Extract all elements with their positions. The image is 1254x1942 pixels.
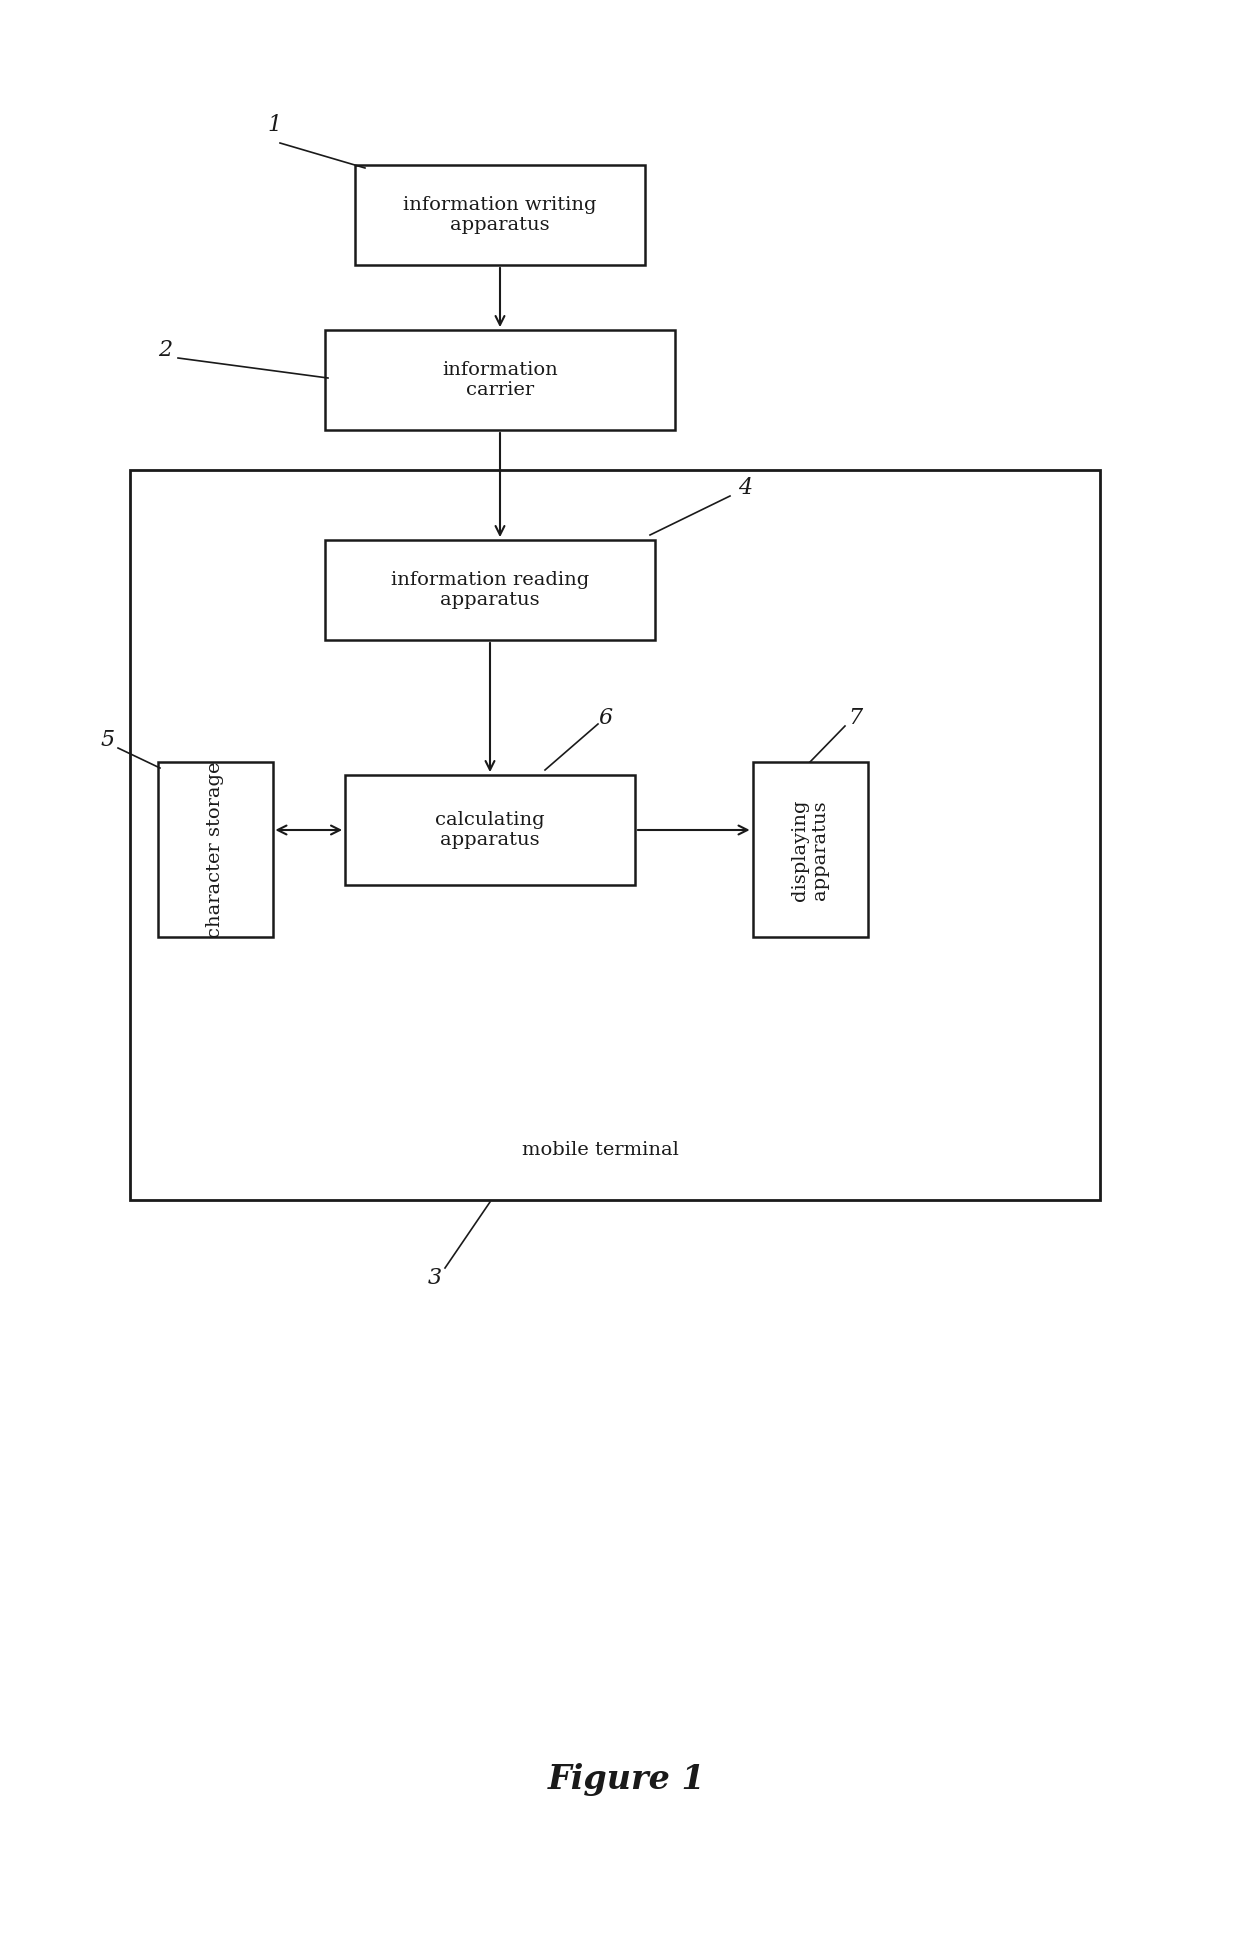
Text: 2: 2 — [158, 340, 172, 361]
Bar — [325, 540, 655, 641]
Text: 6: 6 — [598, 707, 612, 728]
Bar — [752, 763, 868, 938]
Text: 1: 1 — [268, 115, 282, 136]
Bar — [355, 165, 645, 264]
Text: Figure 1: Figure 1 — [548, 1763, 706, 1796]
Text: calculating
apparatus: calculating apparatus — [435, 810, 544, 849]
Text: mobile terminal: mobile terminal — [522, 1142, 678, 1159]
Text: character storage: character storage — [206, 761, 224, 938]
Bar — [325, 330, 675, 429]
Bar — [130, 470, 1100, 1200]
Bar — [345, 775, 635, 886]
Text: information
carrier: information carrier — [443, 361, 558, 400]
Text: 4: 4 — [737, 478, 752, 499]
Bar — [158, 763, 272, 938]
Text: 7: 7 — [848, 707, 861, 728]
Text: information reading
apparatus: information reading apparatus — [391, 571, 589, 610]
Text: 5: 5 — [100, 728, 115, 752]
Text: information writing
apparatus: information writing apparatus — [404, 196, 597, 235]
Text: displaying
apparatus: displaying apparatus — [790, 800, 829, 901]
Text: 3: 3 — [428, 1266, 443, 1289]
